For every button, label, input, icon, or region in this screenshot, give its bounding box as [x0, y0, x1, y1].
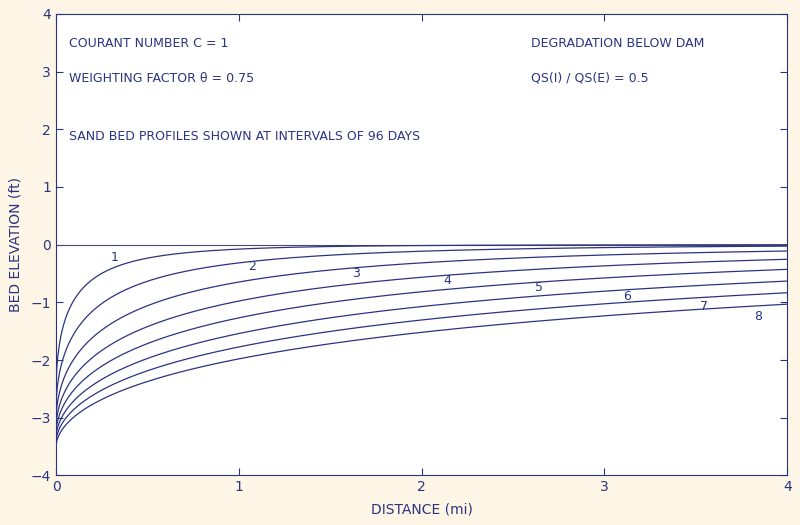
- Text: 6: 6: [622, 290, 630, 303]
- Text: COURANT NUMBER C = 1: COURANT NUMBER C = 1: [69, 37, 228, 50]
- Text: WEIGHTING FACTOR θ = 0.75: WEIGHTING FACTOR θ = 0.75: [69, 71, 254, 85]
- Text: 4: 4: [443, 274, 451, 287]
- Text: 7: 7: [699, 300, 707, 313]
- Text: 8: 8: [754, 310, 762, 323]
- Text: 3: 3: [352, 267, 360, 280]
- Text: DEGRADATION BELOW DAM: DEGRADATION BELOW DAM: [531, 37, 705, 50]
- Text: 5: 5: [535, 281, 543, 295]
- X-axis label: DISTANCE (mi): DISTANCE (mi): [370, 502, 473, 517]
- Text: 2: 2: [248, 260, 256, 273]
- Y-axis label: BED ELEVATION (ft): BED ELEVATION (ft): [8, 177, 22, 312]
- Text: SAND BED PROFILES SHOWN AT INTERVALS OF 96 DAYS: SAND BED PROFILES SHOWN AT INTERVALS OF …: [69, 130, 420, 143]
- Text: 1: 1: [111, 251, 118, 264]
- Text: QS(I) / QS(E) = 0.5: QS(I) / QS(E) = 0.5: [531, 71, 649, 85]
